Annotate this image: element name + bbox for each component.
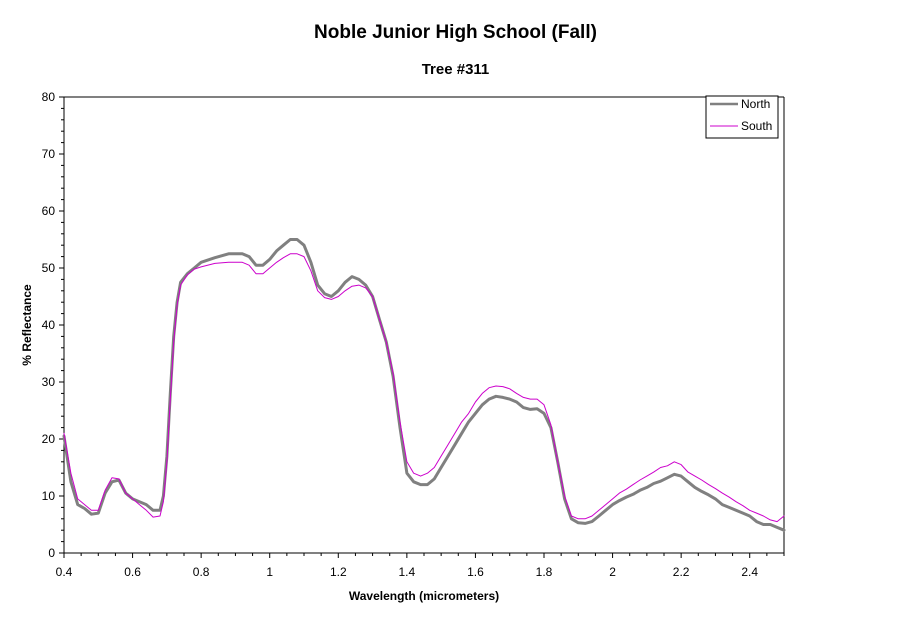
legend-box [705, 95, 779, 139]
x-tick-label: 1.8 [536, 565, 553, 579]
y-tick-label: 40 [42, 318, 56, 332]
y-axis-label: % Reflectance [20, 284, 34, 366]
y-tick-label: 50 [42, 261, 56, 275]
legend-label-south: South [741, 119, 772, 133]
legend: North South [705, 95, 779, 139]
y-tick-label: 30 [42, 375, 56, 389]
axes: 0 10 20 30 40 50 60 70 80 0.4 0.6 0.8 1 1.2 1.4 1.6 1.8 2… [42, 90, 785, 579]
y-tick-label: 60 [42, 204, 56, 218]
y-tick-label: 10 [42, 489, 56, 503]
series-layer [62, 238, 786, 532]
series-line-south [63, 253, 785, 523]
y-tick-label: 20 [42, 432, 56, 446]
x-tick-label: 0.6 [124, 565, 141, 579]
y-tick-label: 0 [48, 546, 55, 560]
x-tick-label: 0.8 [193, 565, 210, 579]
x-tick-label: 0.4 [56, 565, 73, 579]
x-tick-label: 2.2 [673, 565, 690, 579]
x-tick-label: 1.2 [330, 565, 347, 579]
legend-label-north: North [741, 97, 770, 111]
series-line-north [62, 238, 786, 532]
x-tick-label: 2.4 [741, 565, 758, 579]
x-tick-label: 1.6 [467, 565, 484, 579]
y-tick-label: 80 [42, 90, 56, 104]
x-tick-label: 1 [266, 565, 273, 579]
x-tick-label: 1.4 [399, 565, 416, 579]
x-axis-label: Wavelength (micrometers) [349, 589, 499, 603]
y-tick-label: 70 [42, 147, 56, 161]
chart-title: Noble Junior High School (Fall) [314, 22, 597, 43]
chart-subtitle: Tree #311 [421, 61, 490, 78]
x-tick-label: 2 [609, 565, 616, 579]
